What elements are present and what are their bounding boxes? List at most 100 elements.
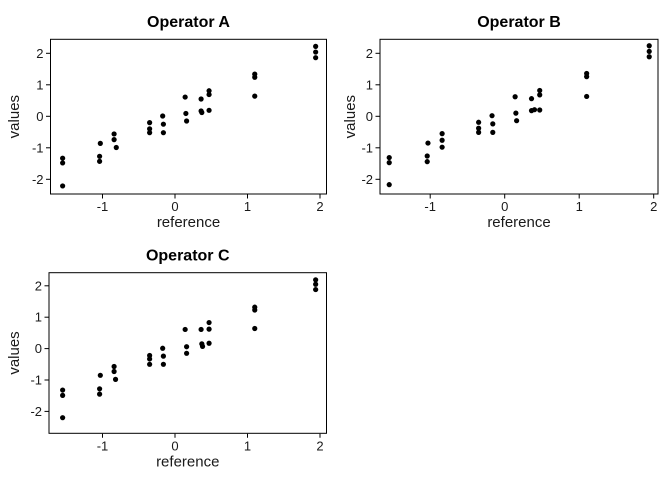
data-point	[198, 96, 204, 102]
data-point	[313, 49, 319, 55]
x-axis-label: reference	[156, 453, 219, 470]
panel-title: Operator C	[146, 247, 230, 264]
data-point	[111, 137, 117, 143]
data-point	[160, 121, 166, 127]
data-point	[60, 415, 66, 421]
data-point	[60, 387, 66, 393]
data-point	[60, 160, 66, 166]
x-tick-label: 2	[316, 199, 323, 214]
data-point	[646, 48, 652, 55]
data-point	[97, 153, 103, 159]
data-point	[97, 140, 103, 146]
x-tick-label: -1	[97, 438, 109, 453]
data-point	[147, 356, 153, 362]
data-point	[531, 107, 538, 113]
data-point	[183, 110, 189, 117]
data-point	[537, 92, 543, 98]
data-point	[313, 281, 319, 287]
data-point	[97, 391, 103, 397]
data-point	[206, 319, 212, 326]
data-point	[313, 286, 319, 293]
data-point	[386, 154, 392, 161]
x-tick-label: 0	[501, 199, 508, 214]
y-tick-label: -2	[361, 172, 373, 187]
panel-operator-a: -1 0 1 2 -2 -1 0 1 2 Operator A reference values	[0, 0, 336, 240]
data-point	[537, 107, 543, 113]
data-point	[206, 107, 212, 113]
plot-border	[50, 38, 327, 195]
x-tick-label: 1	[576, 199, 583, 214]
data-point	[206, 326, 212, 332]
y-tick-label: -1	[361, 140, 373, 155]
data-point	[160, 353, 166, 359]
data-point	[113, 144, 119, 151]
data-point	[160, 113, 166, 119]
data-point	[425, 140, 431, 146]
data-point	[182, 94, 188, 100]
data-point	[206, 88, 212, 94]
x-tick-label: 1	[244, 199, 251, 214]
data-point	[476, 129, 482, 135]
data-point	[386, 160, 392, 166]
panel-title: Operator B	[477, 14, 561, 31]
y-axis-label: values	[6, 95, 23, 138]
y-tick-label: 2	[36, 46, 43, 61]
x-tick-label: 2	[316, 438, 323, 453]
data-point	[512, 94, 518, 100]
data-point	[489, 113, 495, 119]
y-axis-label: values	[342, 95, 359, 138]
data-point	[513, 110, 519, 116]
data-point	[184, 344, 190, 350]
y-tick-label: 0	[366, 109, 373, 124]
data-point	[252, 93, 258, 99]
data-point	[424, 153, 430, 159]
data-point	[313, 55, 319, 61]
plot-border	[48, 272, 327, 434]
data-point	[198, 326, 204, 333]
data-point	[528, 96, 535, 102]
data-point	[252, 307, 258, 313]
panel-title: Operator A	[147, 14, 230, 31]
data-point	[424, 159, 430, 165]
data-point	[160, 130, 166, 136]
x-axis-label: reference	[487, 214, 550, 231]
data-point	[60, 392, 66, 398]
panel-operator-c: -1 0 1 2 -2 -1 0 1 2 Operator C reference values	[0, 240, 336, 480]
data-point	[439, 144, 445, 150]
plot-border	[379, 38, 659, 195]
data-point	[147, 126, 153, 132]
y-tick-label: -2	[30, 404, 42, 419]
data-point	[313, 43, 319, 49]
y-tick-label: 2	[35, 278, 42, 293]
data-point	[60, 155, 66, 161]
data-point	[490, 129, 496, 135]
data-point	[386, 182, 392, 188]
x-tick-label: 1	[244, 438, 251, 453]
data-point	[160, 361, 166, 367]
data-point	[147, 130, 153, 136]
data-point	[111, 368, 117, 375]
data-point	[184, 118, 190, 124]
x-tick-label: -1	[424, 199, 436, 214]
x-tick-label: 2	[650, 199, 657, 214]
y-tick-label: 1	[36, 77, 43, 92]
x-tick-label: 0	[171, 199, 178, 214]
panel-operator-b: -1 0 1 2 -2 -1 0 1 2 Operator B reference values	[336, 0, 672, 240]
data-point	[313, 277, 319, 283]
y-tick-label: -1	[30, 373, 42, 388]
data-point	[206, 91, 212, 98]
data-point	[97, 372, 103, 378]
data-point	[584, 74, 590, 80]
data-point	[514, 118, 520, 124]
data-point	[111, 363, 117, 370]
y-tick-label: 1	[366, 77, 373, 92]
data-point	[97, 158, 103, 164]
data-point	[160, 345, 166, 351]
data-point	[147, 361, 153, 367]
x-tick-label: 0	[171, 438, 178, 453]
y-tick-label: -2	[32, 172, 44, 187]
data-point	[206, 340, 212, 346]
y-axis-label: values	[6, 331, 23, 374]
data-point	[476, 119, 482, 125]
